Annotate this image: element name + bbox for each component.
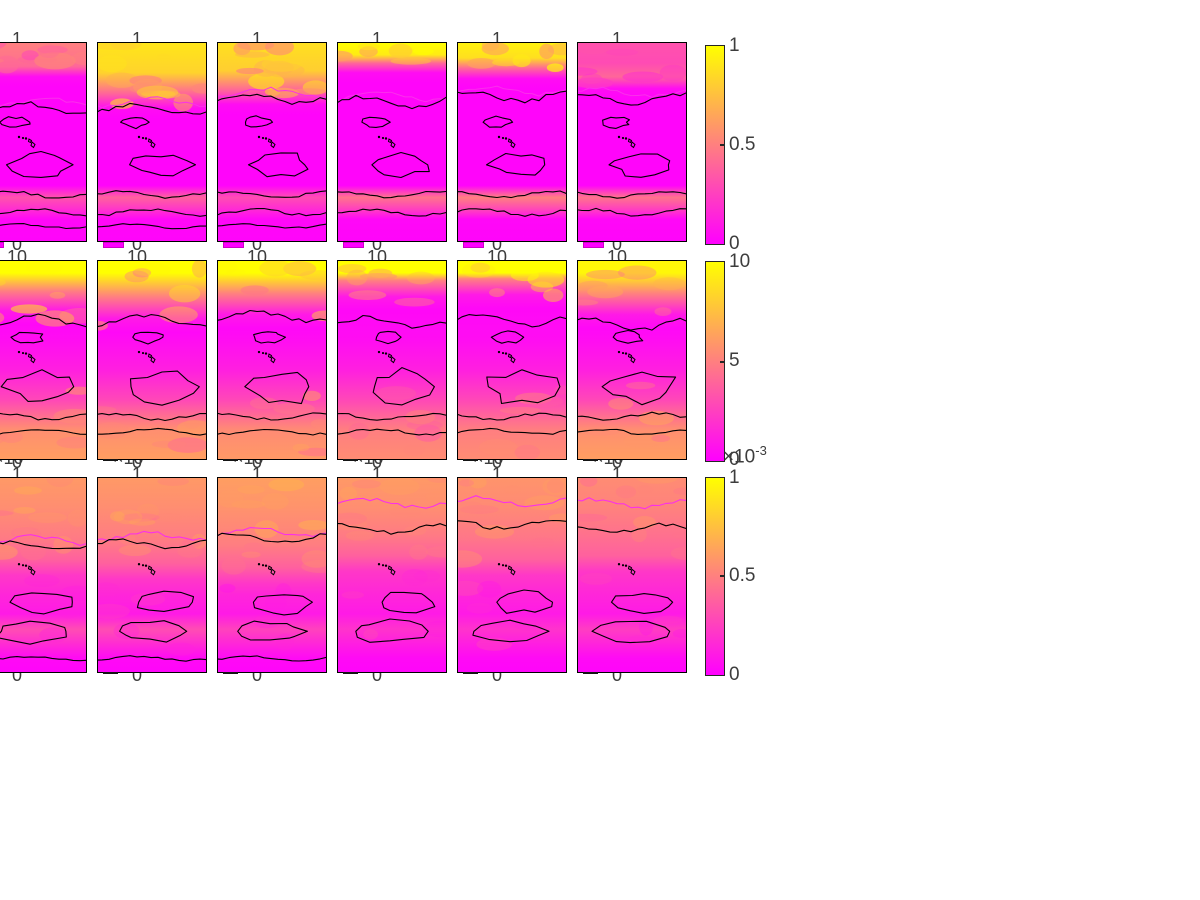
panel-top-scale-label: 1 bbox=[371, 29, 382, 49]
panel-top-scale-label: 1 bbox=[371, 464, 382, 484]
colorbar-row1 bbox=[705, 45, 725, 245]
map-panel-r3c2 bbox=[97, 477, 207, 673]
panel-bottom-scale-label: 0 bbox=[11, 234, 22, 254]
panel-bottom-scale-label: 0 bbox=[251, 452, 262, 472]
map-panel-r1c4 bbox=[337, 42, 447, 242]
map-panel-r2c3 bbox=[217, 260, 327, 460]
map-panel-r2c4 bbox=[337, 260, 447, 460]
panel-top-scale-label: 1 bbox=[131, 29, 142, 49]
map-panel-r3c1 bbox=[0, 477, 87, 673]
panel-top-scale-label: 1 bbox=[251, 464, 262, 484]
islands-contour bbox=[377, 135, 396, 149]
panel-top-scale-label: 1 bbox=[611, 29, 622, 49]
panel-colorbar-stub bbox=[223, 672, 238, 674]
islands-contour bbox=[497, 350, 516, 364]
islands-contour bbox=[17, 135, 36, 149]
islands-contour bbox=[257, 350, 276, 364]
panel-top-scale-label: 1 bbox=[11, 29, 22, 49]
map-panel-r3c4 bbox=[337, 477, 447, 673]
colorbar-row2-midtick-mark bbox=[720, 361, 724, 363]
panel-colorbar-stub bbox=[583, 672, 598, 674]
map-panel-r1c3 bbox=[217, 42, 327, 242]
panel-bottom-scale-label: 0 bbox=[611, 234, 622, 254]
panel-colorbar-stub bbox=[343, 672, 358, 674]
map-panel-r2c1 bbox=[0, 260, 87, 460]
map-panel-r2c2 bbox=[97, 260, 207, 460]
islands-contour bbox=[617, 135, 636, 149]
islands-contour bbox=[257, 135, 276, 149]
map-panel-r2c6 bbox=[577, 260, 687, 460]
panel-top-scale-label: 1 bbox=[611, 464, 622, 484]
islands-contour bbox=[497, 563, 516, 576]
map-panel-r2c5 bbox=[457, 260, 567, 460]
map-panel-r1c5 bbox=[457, 42, 567, 242]
islands-contour bbox=[377, 563, 396, 576]
panel-colorbar-stub bbox=[343, 459, 358, 461]
islands-contour bbox=[377, 350, 396, 364]
colorbar-row1-tick-mid: 0.5 bbox=[729, 134, 756, 155]
islands-contour bbox=[617, 563, 636, 576]
colorbar-row3-tick-max: 1 bbox=[729, 467, 740, 488]
colorbar-row3-midtick-mark bbox=[720, 575, 724, 577]
islands-contour bbox=[257, 563, 276, 576]
panel-colorbar-stub bbox=[463, 242, 484, 248]
colorbar-row2-tick-min: 0 bbox=[729, 449, 740, 470]
panel-bottom-scale-label: 0 bbox=[11, 452, 22, 472]
panel-bottom-scale-label: 0 bbox=[611, 665, 622, 685]
panel-bottom-scale-label: 0 bbox=[11, 665, 22, 685]
panel-colorbar-stub bbox=[0, 242, 4, 248]
panel-top-scale-label: 1 bbox=[491, 464, 502, 484]
panel-bottom-scale-label: 0 bbox=[131, 234, 142, 254]
panel-colorbar-stub bbox=[463, 672, 478, 674]
islands-contour bbox=[137, 350, 156, 364]
colorbar-row3-multiplier: ×10-3 bbox=[723, 443, 767, 468]
colorbar-row3-tick-mid: 0.5 bbox=[729, 565, 756, 586]
panel-bottom-scale-label: 0 bbox=[251, 234, 262, 254]
colorbar-row1-midtick-mark bbox=[720, 144, 724, 146]
colorbar-row3 bbox=[705, 477, 725, 676]
colorbar-row2 bbox=[705, 261, 725, 462]
map-panel-r3c5 bbox=[457, 477, 567, 673]
panel-bottom-scale-label: 0 bbox=[371, 234, 382, 254]
panel-bottom-scale-label: 0 bbox=[371, 665, 382, 685]
panel-bottom-scale-label: 0 bbox=[611, 452, 622, 472]
islands-contour bbox=[17, 350, 36, 364]
map-panel-r1c2 bbox=[97, 42, 207, 242]
colorbar-row1-tick-max: 1 bbox=[729, 35, 740, 56]
islands-contour bbox=[497, 135, 516, 149]
islands-contour bbox=[137, 563, 156, 576]
panel-bottom-scale-label: 0 bbox=[131, 665, 142, 685]
colorbar-row1-tick-min: 0 bbox=[729, 233, 740, 254]
panel-colorbar-stub bbox=[223, 459, 238, 461]
colorbar-row2-tick-max: 10 bbox=[729, 251, 751, 272]
panel-bottom-scale-label: 0 bbox=[131, 452, 142, 472]
colorbar-row3-tick-min: 0 bbox=[729, 664, 740, 685]
panel-colorbar-stub bbox=[583, 459, 598, 461]
panel-top-scale-label: 1 bbox=[11, 464, 22, 484]
panel-colorbar-stub bbox=[103, 459, 118, 461]
panel-bottom-scale-label: 0 bbox=[491, 452, 502, 472]
panel-top-scale-label: 1 bbox=[131, 464, 142, 484]
panel-colorbar-stub bbox=[103, 672, 118, 674]
panel-top-scale-label: 1 bbox=[491, 29, 502, 49]
colorbar-row2-tick-mid: 5 bbox=[729, 350, 740, 371]
map-panel-r1c1 bbox=[0, 42, 87, 242]
panel-bottom-scale-label: 0 bbox=[491, 234, 502, 254]
panel-colorbar-stub bbox=[103, 242, 124, 248]
islands-contour bbox=[17, 563, 36, 576]
map-panel-r3c6 bbox=[577, 477, 687, 673]
panel-colorbar-stub bbox=[343, 242, 364, 248]
panel-top-scale-label: 1 bbox=[251, 29, 262, 49]
islands-contour bbox=[617, 350, 636, 364]
panel-bottom-scale-label: 0 bbox=[371, 452, 382, 472]
map-panel-r3c3 bbox=[217, 477, 327, 673]
islands-contour bbox=[137, 135, 156, 149]
panel-colorbar-stub bbox=[583, 242, 604, 248]
panel-colorbar-stub bbox=[223, 242, 244, 248]
panel-bottom-scale-label: 0 bbox=[491, 665, 502, 685]
panel-bottom-scale-label: 0 bbox=[251, 665, 262, 685]
map-panel-r1c6 bbox=[577, 42, 687, 242]
panel-colorbar-stub bbox=[463, 459, 478, 461]
